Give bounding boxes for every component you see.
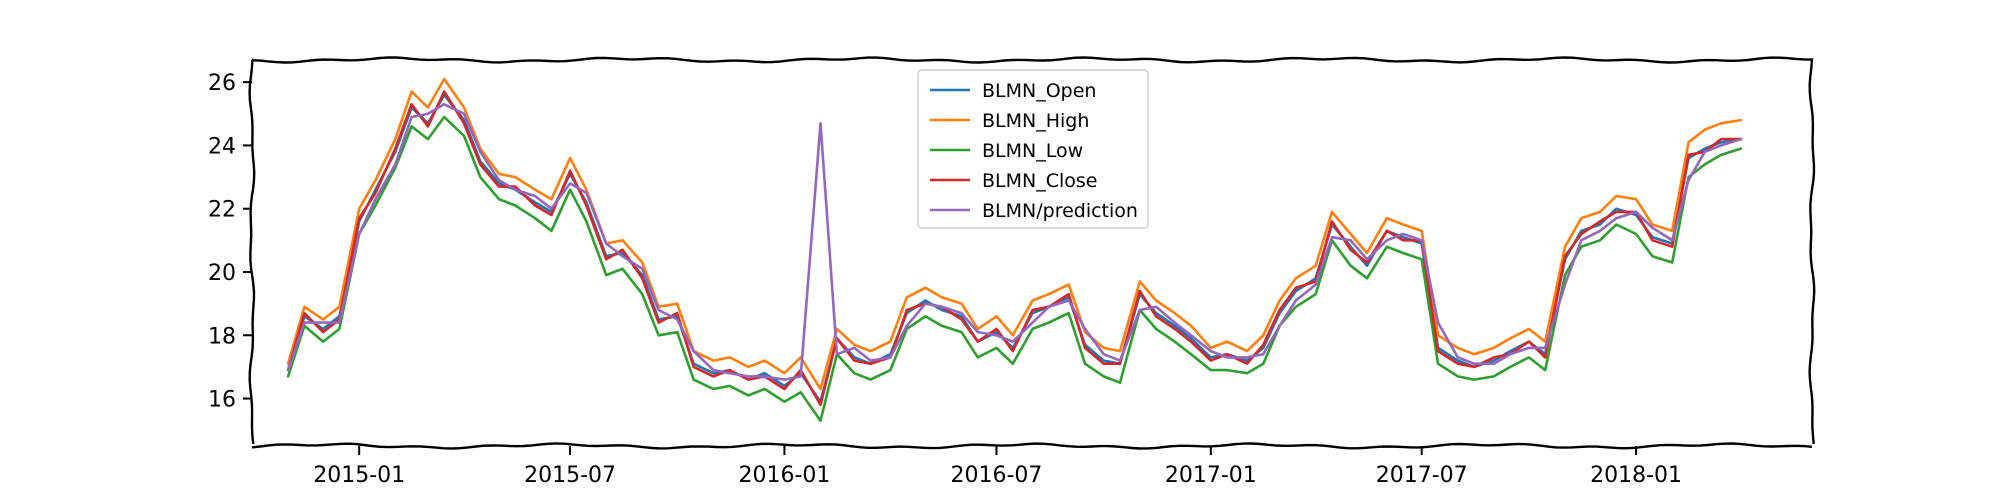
- y-tick-label: 24: [208, 134, 236, 159]
- legend-label: BLMN_Low: [982, 140, 1083, 162]
- legend-box: [917, 69, 1149, 229]
- x-tick-label: 2015-01: [313, 463, 405, 488]
- x-axis: 2015-01 2015-07 2016-01 2016-07 2017-01 2017-…: [313, 446, 1682, 488]
- x-tick-label: 2015-07: [524, 463, 616, 488]
- series-line-blmn-close: [286, 90, 1743, 407]
- series-line-blmn-prediction: [286, 103, 1743, 381]
- x-tick-label: 2016-01: [738, 463, 830, 488]
- series-line-blmn-low: [286, 115, 1743, 422]
- x-tick-label: 2017-07: [1376, 463, 1468, 488]
- plot-frame: [248, 56, 1816, 450]
- legend-label: BLMN/prediction: [982, 200, 1138, 222]
- y-tick-label: 20: [208, 261, 236, 286]
- legend-label: BLMN_High: [982, 110, 1089, 132]
- y-axis: 16 18 20 22 24 26: [208, 71, 252, 413]
- series-layer: [286, 77, 1743, 422]
- x-tick-label: 2018-01: [1590, 463, 1682, 488]
- x-tick-label: 2017-01: [1165, 463, 1257, 488]
- y-tick-label: 18: [208, 324, 236, 349]
- y-tick-label: 22: [208, 198, 236, 223]
- legend: BLMN_Open BLMN_High BLMN_Low BLMN_Close BLMN…: [917, 69, 1149, 229]
- y-tick-label: 26: [208, 71, 236, 96]
- y-tick-label: 16: [208, 388, 236, 413]
- x-tick-label: 2016-07: [951, 463, 1043, 488]
- legend-label: BLMN_Close: [982, 170, 1097, 192]
- series-line-blmn-high: [286, 77, 1743, 391]
- legend-label: BLMN_Open: [982, 80, 1096, 102]
